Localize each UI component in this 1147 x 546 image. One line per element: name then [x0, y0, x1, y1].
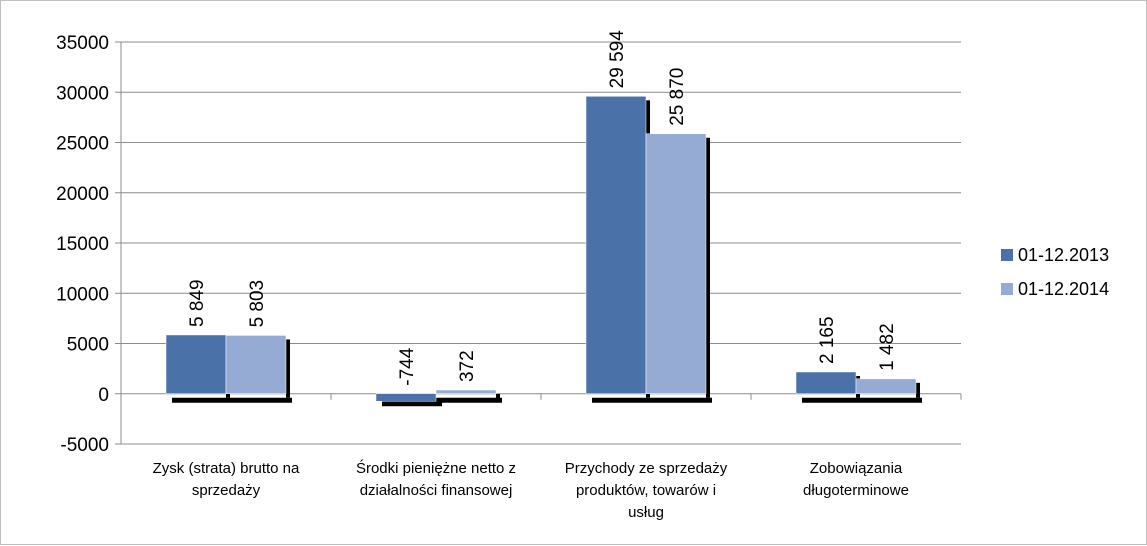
bar: [165, 334, 227, 395]
data-label: 25 870: [667, 68, 688, 126]
y-tick-label: 20000: [56, 184, 109, 205]
y-tick-label: 35000: [56, 33, 109, 54]
y-tick-label: 15000: [56, 234, 109, 255]
category-label: Zobowiązania: [810, 460, 903, 477]
data-label: 5 849: [187, 279, 208, 327]
data-label: 1 482: [877, 323, 898, 371]
data-label: 372: [457, 350, 478, 382]
category-label: sprzedaży: [192, 482, 261, 499]
floor-shadow: [382, 397, 502, 403]
y-tick-label: 30000: [56, 83, 109, 104]
category-label: działalności finansowej: [360, 482, 513, 499]
data-label: 2 165: [817, 316, 838, 364]
category-labels: Zysk (strata) brutto na sprzedaży Środki p…: [153, 459, 909, 521]
legend-label: 01-12.2014: [1018, 279, 1109, 299]
y-tick-label: 5000: [67, 335, 109, 356]
y-tick-label: -5000: [60, 435, 109, 456]
floor-shadow: [172, 397, 292, 403]
category-label: usług: [628, 504, 664, 521]
bar-side-shadow: [706, 137, 710, 398]
category-label: Przychody ze sprzedaży: [565, 460, 728, 477]
category-label: Środki pieniężne netto z: [356, 459, 516, 477]
y-tick-label: 25000: [56, 134, 109, 155]
bar: [225, 335, 287, 394]
bar: [795, 371, 857, 395]
category-label: Zysk (strata) brutto na: [153, 460, 300, 477]
data-labels: 5 849 5 803 -744 372 29 594 25 870 2 165 1 482: [187, 30, 898, 386]
bar-side-shadow: [286, 339, 290, 398]
bar: [375, 393, 437, 402]
category-label: długoterminowe: [803, 482, 909, 499]
category-label: produktów, towarów i: [576, 482, 716, 499]
y-tick-label: 0: [98, 385, 109, 406]
legend-label: 01-12.2013: [1018, 245, 1109, 265]
floor-shadow: [592, 397, 712, 403]
bars: [165, 96, 917, 402]
floor-shadow: [802, 397, 922, 403]
bar: [435, 389, 497, 395]
bar-bottom-shadow: [382, 401, 442, 407]
bar: [855, 378, 917, 394]
data-label: 29 594: [607, 30, 628, 89]
data-label: -744: [397, 347, 418, 385]
data-label: 5 803: [247, 280, 268, 328]
axes: 35000 30000 25000 20000 15000 10000 5000 0 -5000: [56, 33, 962, 456]
bar-side-shadow: [916, 382, 920, 398]
bar: [585, 96, 647, 395]
legend: 01-12.2013 01-12.2014: [1001, 245, 1109, 299]
bar-side-shadow: [496, 394, 500, 399]
bar: [645, 133, 707, 394]
legend-swatch: [1001, 283, 1013, 295]
legend-swatch: [1001, 249, 1013, 261]
y-tick-label: 10000: [56, 284, 109, 305]
